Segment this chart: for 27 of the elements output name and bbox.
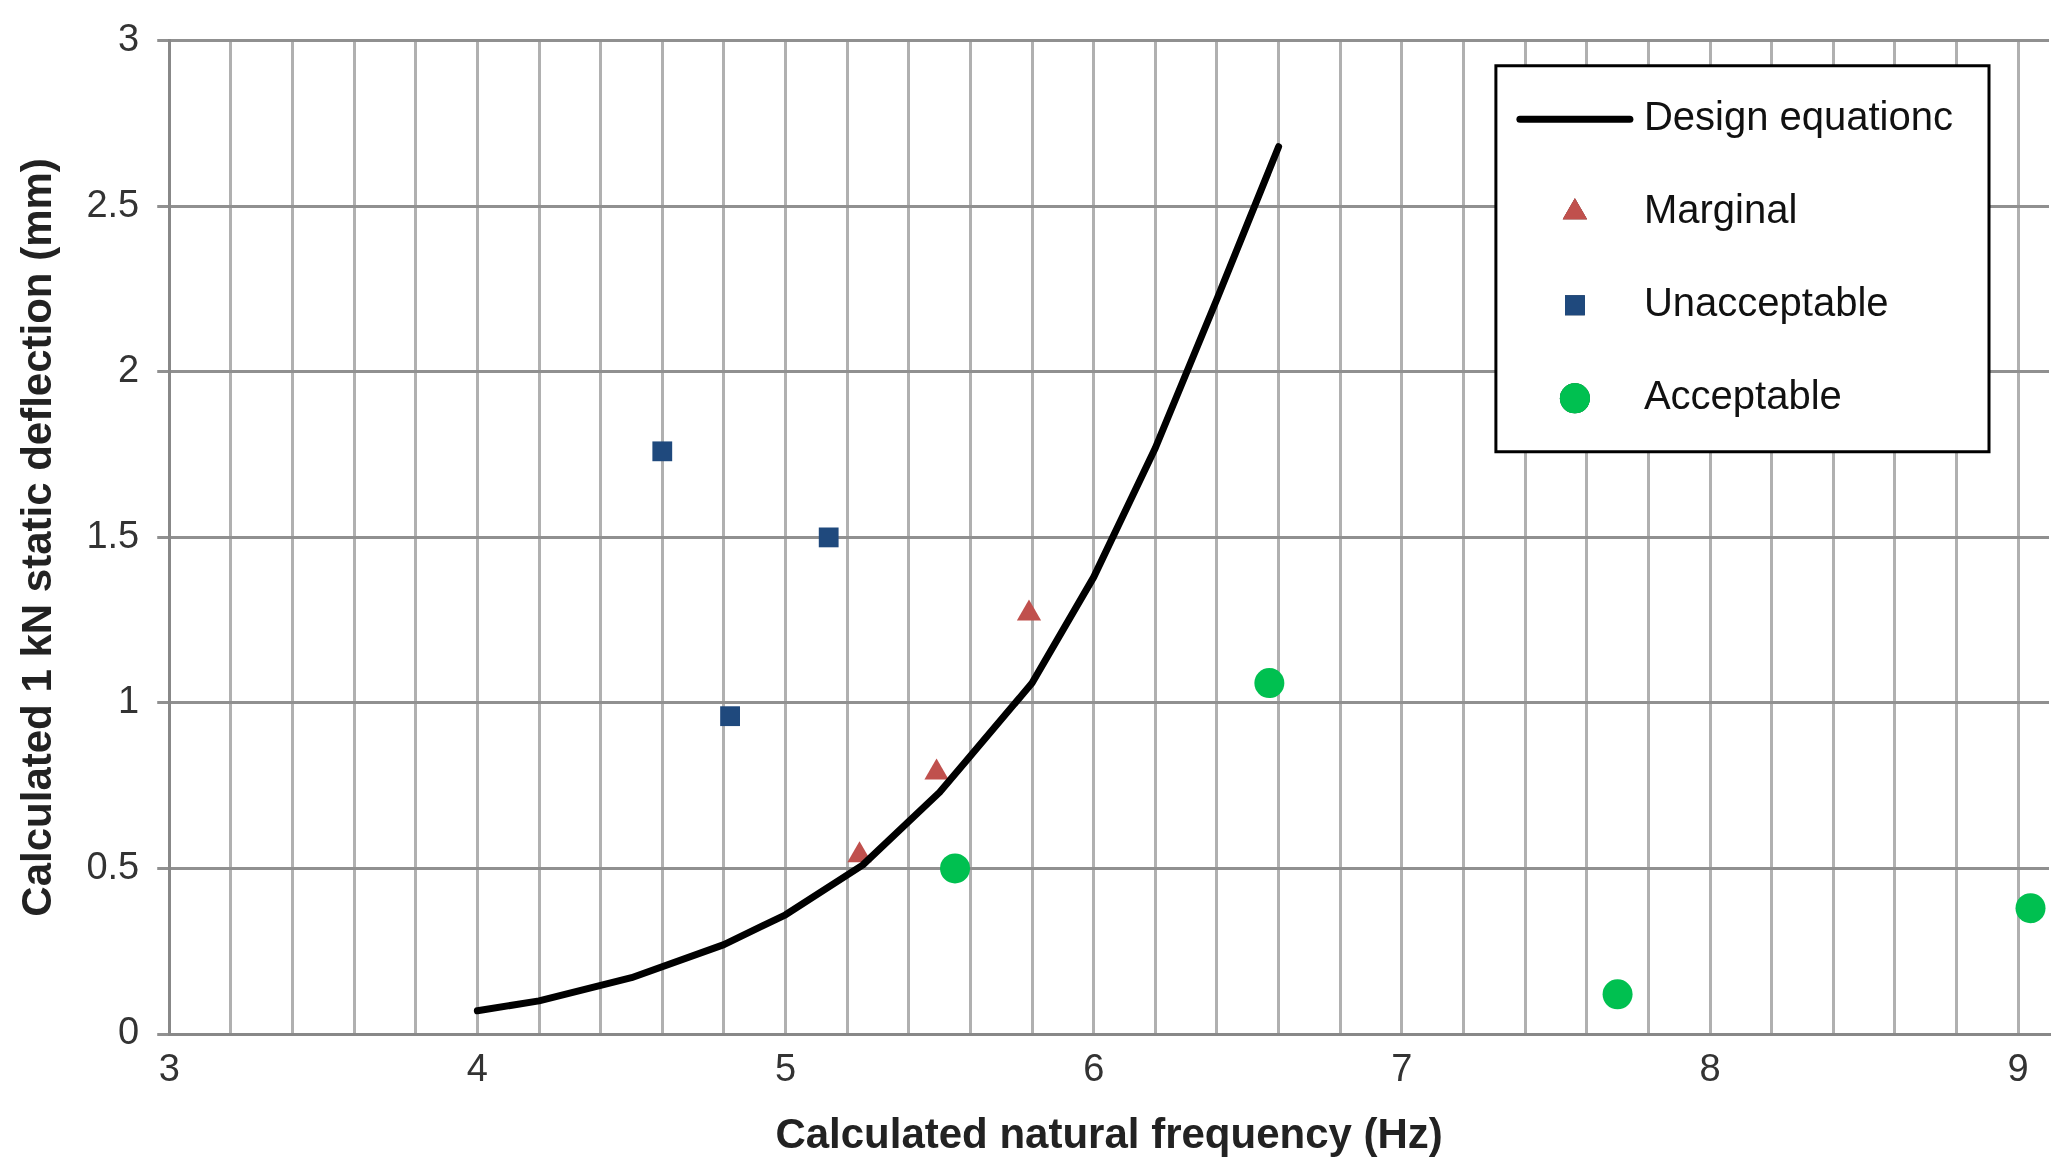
point <box>1254 668 1285 699</box>
y-tick-label: 0.5 <box>86 844 140 887</box>
point <box>2015 893 2046 924</box>
x-tick-label: 7 <box>1391 1047 1413 1090</box>
legend-label: Unacceptable <box>1643 280 1889 325</box>
legend-label: Marginal <box>1643 187 1798 232</box>
x-axis-title: Calculated natural frequency (Hz) <box>775 1110 1443 1158</box>
point <box>1602 979 1633 1010</box>
x-tick-label: 8 <box>1699 1047 1721 1090</box>
point <box>818 527 839 548</box>
point <box>652 441 673 462</box>
x-tick-label: 3 <box>158 1047 180 1090</box>
y-tick-label: 1 <box>118 679 140 722</box>
x-tick-label: 4 <box>466 1047 488 1090</box>
legend-label: Acceptable <box>1643 373 1842 418</box>
x-tick-label: 5 <box>774 1047 797 1090</box>
y-tick-label: 2.5 <box>86 182 140 225</box>
point <box>720 706 740 727</box>
y-tick-label: 0 <box>118 1010 140 1053</box>
point <box>940 853 971 884</box>
x-tick-label: 6 <box>1083 1047 1105 1090</box>
legend-label: Design equationc <box>1643 94 1954 139</box>
y-tick-label: 3 <box>118 17 140 60</box>
y-tick-label: 2 <box>118 348 140 391</box>
x-tick-label: 9 <box>2007 1047 2029 1090</box>
y-tick-label: 1.5 <box>86 513 140 556</box>
y-axis-title: Calculated 1 kN static deflection (mm) <box>12 158 60 917</box>
